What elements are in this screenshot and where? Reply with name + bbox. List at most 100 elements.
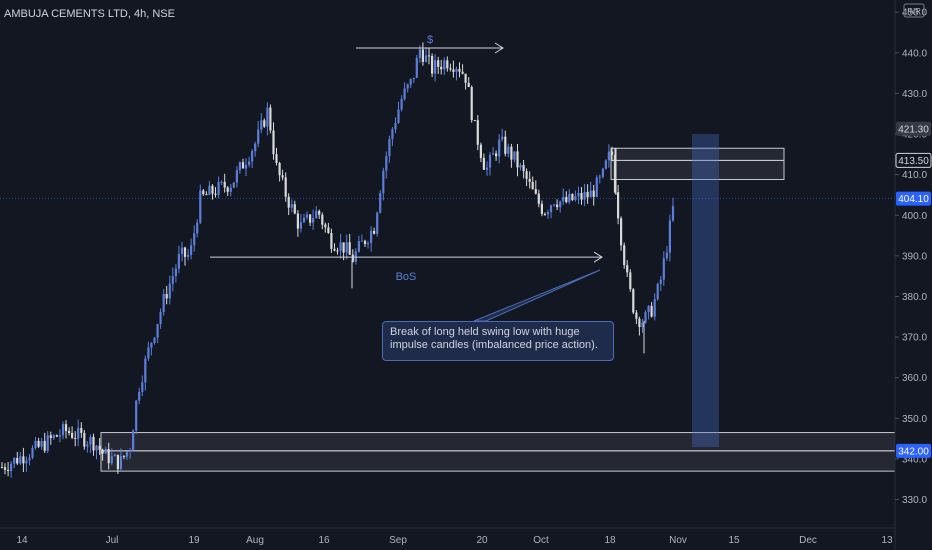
- candle-body: [403, 88, 406, 99]
- y-tick-label: 390.0: [902, 251, 927, 262]
- candle-body: [86, 444, 89, 447]
- candle-body: [28, 457, 31, 461]
- x-tick-label: Nov: [669, 535, 687, 546]
- candle: [187, 249, 190, 261]
- candle: [293, 200, 296, 215]
- candle: [144, 355, 147, 391]
- candle-body: [473, 120, 476, 122]
- candle-body: [309, 214, 312, 223]
- candle: [485, 161, 489, 176]
- candle: [565, 191, 568, 204]
- x-tick-label: 16: [318, 535, 330, 546]
- candle: [610, 146, 614, 161]
- y-tick-label: 340.0: [902, 454, 927, 465]
- candle-body: [92, 436, 95, 451]
- candle-body: [510, 146, 513, 160]
- candle-body: [211, 185, 214, 194]
- candle-body: [159, 311, 162, 324]
- candle-body: [238, 162, 241, 171]
- candle-body: [388, 138, 391, 157]
- candle-body: [617, 192, 620, 219]
- annotation-note[interactable]: Break of long held swing low with huge i…: [382, 321, 614, 361]
- currency-badge[interactable]: INR: [903, 3, 925, 18]
- candle-body: [488, 154, 492, 168]
- candle: [321, 212, 324, 230]
- candle-body: [641, 322, 644, 327]
- candle: [260, 113, 263, 134]
- candle: [296, 210, 299, 237]
- candle: [193, 225, 196, 252]
- candle: [86, 441, 89, 453]
- candle-body: [333, 248, 336, 251]
- candle-body: [394, 122, 397, 130]
- candle-body: [431, 56, 434, 74]
- candle-body: [470, 87, 473, 121]
- candle-body: [610, 151, 614, 155]
- candle: [549, 204, 553, 219]
- x-tick-label: 18: [604, 535, 616, 546]
- candle: [434, 54, 437, 82]
- candle-body: [415, 57, 418, 78]
- candle-body: [351, 254, 354, 262]
- y-tick-label: 370.0: [902, 333, 927, 344]
- candle: [656, 282, 659, 301]
- candle-body: [104, 449, 107, 454]
- candle: [299, 214, 302, 233]
- price-label: 404.10: [898, 194, 929, 205]
- candle: [498, 134, 501, 164]
- candle: [104, 446, 107, 454]
- candle: [595, 175, 598, 198]
- candle-body: [574, 196, 577, 200]
- candle-body: [10, 463, 13, 471]
- candle-body: [260, 120, 263, 130]
- candle-body: [208, 185, 211, 195]
- candle: [211, 184, 214, 200]
- candle-body: [495, 153, 498, 157]
- candle-body: [119, 455, 122, 470]
- candle-body: [52, 435, 55, 438]
- candle: [312, 209, 315, 230]
- candle: [455, 66, 458, 81]
- candle-body: [135, 400, 138, 431]
- candle: [351, 249, 354, 263]
- candle-body: [665, 252, 668, 259]
- candle-body: [138, 391, 141, 401]
- candle-body: [592, 190, 595, 197]
- candle: [190, 238, 193, 260]
- candle: [562, 188, 565, 205]
- candle: [302, 213, 306, 224]
- demand-zone-upper: [100, 432, 896, 452]
- candle-body: [671, 206, 675, 221]
- candle-body: [202, 190, 205, 195]
- candle-body: [549, 205, 553, 213]
- candle: [214, 187, 217, 198]
- candle: [162, 289, 165, 316]
- candle-body: [485, 167, 489, 170]
- projection-bar: [692, 134, 719, 447]
- candle-body: [266, 107, 269, 127]
- candle: [415, 55, 418, 79]
- x-tick-label: 15: [728, 535, 740, 546]
- y-tick-label: 330.0: [902, 495, 927, 506]
- candle-body: [116, 454, 119, 470]
- candle-body: [327, 227, 330, 233]
- candle: [671, 197, 675, 223]
- candle: [269, 104, 272, 134]
- candle: [248, 156, 251, 168]
- candle: [348, 234, 351, 255]
- candle: [278, 161, 281, 182]
- candle-body: [382, 170, 385, 194]
- price-label-box: [895, 152, 932, 168]
- candle: [607, 144, 610, 168]
- candle-body: [565, 196, 568, 203]
- candle-body: [595, 177, 598, 197]
- candle-body: [129, 450, 132, 452]
- candle-body: [205, 194, 208, 196]
- candle-body: [467, 82, 470, 87]
- candle-body: [427, 55, 431, 57]
- candle-body: [525, 171, 528, 179]
- candle-body: [25, 460, 28, 464]
- candle: [263, 118, 266, 128]
- candle: [68, 427, 71, 436]
